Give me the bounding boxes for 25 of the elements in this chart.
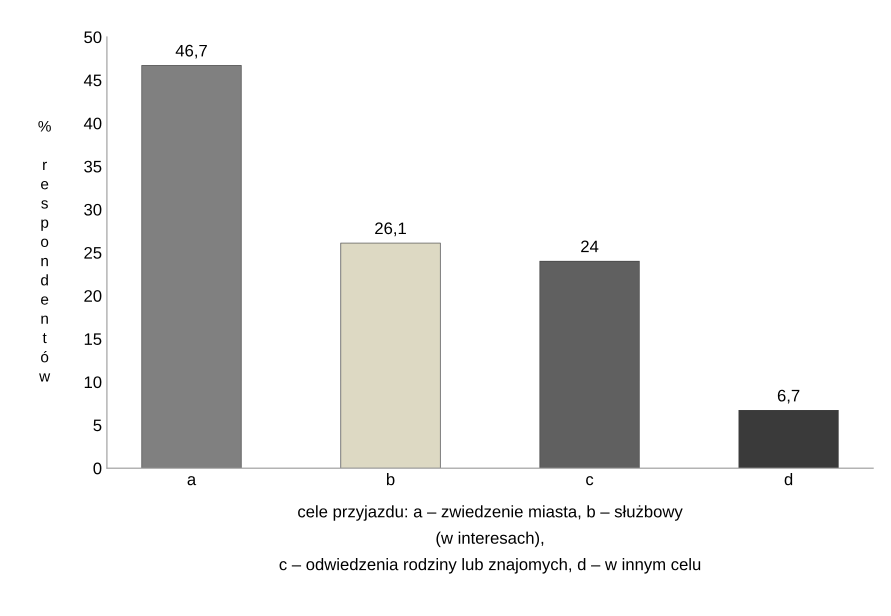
- y-tick-label: 0: [93, 462, 102, 474]
- x-tick-label: d: [784, 473, 792, 486]
- y-tick-label: 50: [84, 31, 102, 44]
- data-label: 24: [581, 240, 598, 252]
- text: % respondentów: [38, 120, 51, 382]
- y-tick-label: 10: [84, 376, 102, 388]
- data-label: 26,1: [375, 222, 406, 236]
- bar: [539, 260, 640, 468]
- y-tick-label: 15: [84, 333, 102, 346]
- bar: [738, 410, 839, 468]
- y-tick-label: 25: [84, 246, 102, 259]
- bar: [340, 242, 441, 468]
- bar: [141, 65, 242, 468]
- y-tick-label: 5: [93, 420, 102, 432]
- data-label: 6,7: [778, 390, 800, 404]
- y-tick-label: 20: [84, 290, 102, 302]
- x-tick-label: c: [586, 476, 594, 486]
- x-tick-label: a: [188, 476, 196, 486]
- y-tick-label: 40: [84, 118, 102, 130]
- x-tick-label: b: [386, 473, 394, 486]
- data-label: 46,7: [176, 44, 207, 59]
- x-axis-title: cele przyjazdu: a – zwiedzenie miasta, b – służbowy (w interesach), c – odwiedzenia rodziny lub znajomych, d – w innym celu: [280, 505, 700, 574]
- y-tick-label: 45: [84, 74, 102, 86]
- y-tick-label: 30: [84, 204, 102, 216]
- y-tick-label: 35: [84, 160, 102, 173]
